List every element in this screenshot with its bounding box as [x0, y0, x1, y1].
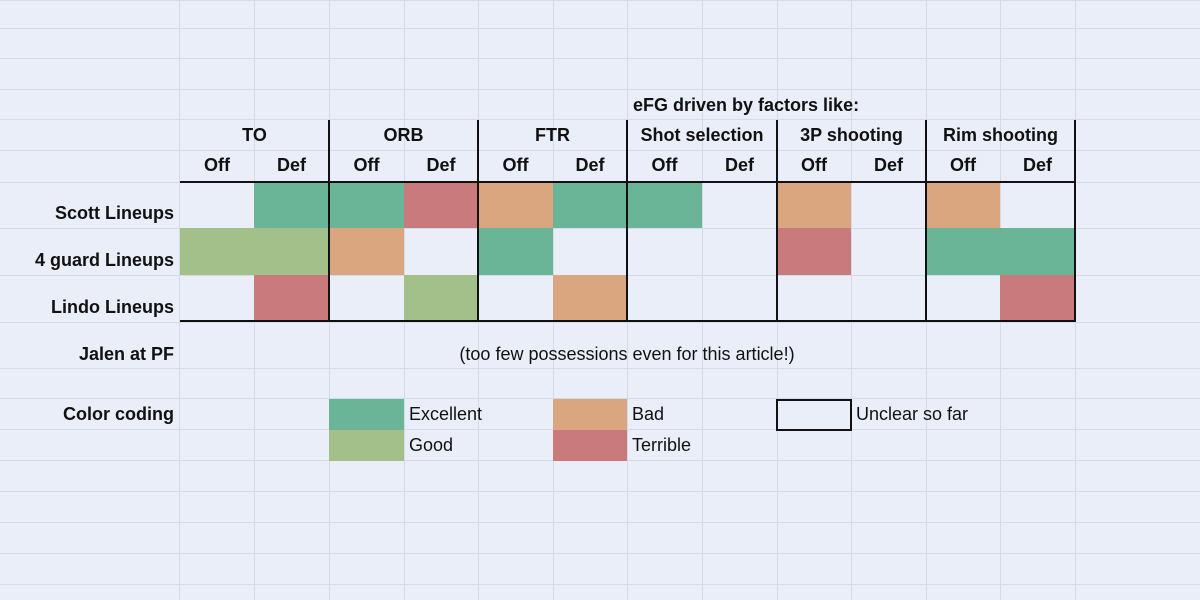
- subheader-off: Off: [502, 155, 529, 175]
- rating-cell-terrible: [777, 228, 851, 275]
- rating-cell-terrible: [1000, 275, 1075, 322]
- jalen-note: (too few possessions even for this artic…: [459, 344, 795, 364]
- legend-text-excellent: Excellent: [409, 404, 483, 424]
- subheader-off: Off: [204, 155, 230, 175]
- rating-cell-good: [180, 228, 254, 275]
- subheader-off: Off: [651, 155, 678, 175]
- rating-cell-excellent: [553, 182, 627, 228]
- rating-cell-excellent: [627, 182, 702, 228]
- legend-swatch-unclear: [776, 399, 852, 431]
- subheader-off: Off: [801, 155, 827, 175]
- factor-header-to: TO: [242, 125, 267, 145]
- subheader-def: Def: [873, 155, 903, 175]
- rating-cell-excellent: [329, 182, 404, 228]
- subheader-def: Def: [426, 155, 456, 175]
- legend-swatch-excellent: [329, 399, 404, 430]
- rating-cell-excellent: [254, 182, 329, 228]
- rating-cell-terrible: [404, 182, 478, 228]
- subheader-def: Def: [575, 155, 605, 175]
- row-label-scott-lineups: Scott Lineups: [54, 203, 174, 223]
- subheader-off: Off: [353, 155, 380, 175]
- legend-text-good: Good: [409, 435, 454, 455]
- legend-label: Color coding: [63, 404, 174, 424]
- row-label-jalen-at-pf: Jalen at PF: [78, 344, 174, 364]
- legend-text-unclear: Unclear so far: [856, 404, 969, 424]
- legend-text-bad: Bad: [632, 404, 665, 424]
- subheader-def: Def: [1022, 155, 1052, 175]
- factor-header-shot-selection: Shot selection: [640, 125, 764, 145]
- rating-cell-bad: [926, 182, 1000, 228]
- rating-cell-bad: [777, 182, 851, 228]
- group-divider-2: [477, 120, 479, 322]
- table-bottom-border: [180, 320, 1076, 322]
- subheader-def: Def: [724, 155, 754, 175]
- rating-cell-bad: [329, 228, 404, 275]
- rating-cell-excellent: [478, 228, 553, 275]
- rating-cell-good: [404, 275, 478, 322]
- rating-cell-terrible: [254, 275, 329, 322]
- table-top-border: [180, 181, 1076, 183]
- rating-cell-excellent: [926, 228, 1000, 275]
- legend-text-terrible: Terrible: [632, 435, 692, 455]
- group-divider-right: [1074, 120, 1076, 322]
- factor-header-3p-shooting: 3P shooting: [800, 125, 903, 145]
- group-divider-5: [925, 120, 927, 322]
- rating-cell-bad: [478, 182, 553, 228]
- rating-cell-good: [254, 228, 329, 275]
- factor-header-rim-shooting: Rim shooting: [943, 125, 1058, 145]
- group-divider-4: [776, 120, 778, 322]
- subheader-off: Off: [950, 155, 976, 175]
- row-label-lindo-lineups: Lindo Lineups: [51, 297, 174, 317]
- legend-swatch-terrible: [553, 430, 627, 461]
- rating-cell-excellent: [1000, 228, 1075, 275]
- row-label-4-guard-lineups: 4 guard Lineups: [34, 250, 174, 270]
- factor-header-orb: ORB: [383, 125, 424, 145]
- group-divider-1: [328, 120, 330, 322]
- legend-swatch-bad: [553, 399, 627, 430]
- rating-cell-bad: [553, 275, 627, 322]
- factor-header-ftr: FTR: [535, 125, 570, 145]
- group-divider-3: [626, 120, 628, 322]
- efg-note: eFG driven by factors like:: [633, 95, 860, 115]
- subheader-def: Def: [276, 155, 306, 175]
- legend-swatch-good: [329, 430, 404, 461]
